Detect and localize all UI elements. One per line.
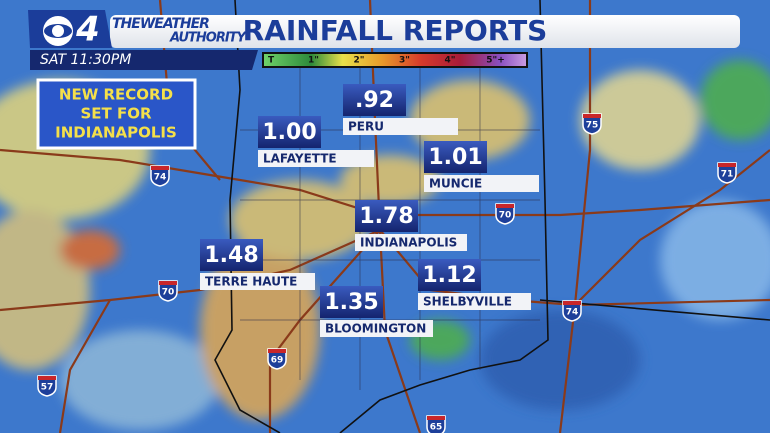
shield-top <box>427 416 445 420</box>
city: PERU <box>348 120 384 134</box>
report: 1.48 TERRE HAUTE <box>200 239 315 290</box>
amount: 1.78 <box>359 204 413 229</box>
city: MUNCIE <box>429 177 482 191</box>
city-plate <box>258 150 374 167</box>
scale-label: 5"+ <box>486 56 505 66</box>
amount-box <box>343 84 406 116</box>
amount: 1.48 <box>204 243 258 268</box>
shield-number: 57 <box>41 383 54 393</box>
callout-line: INDIANAPOLIS <box>55 124 177 142</box>
shield-shape <box>562 300 582 322</box>
city-plate <box>418 293 531 310</box>
scale-label: 4" <box>445 56 456 66</box>
shield-top <box>151 166 169 170</box>
amount-box <box>418 259 481 291</box>
time-bar <box>30 50 258 70</box>
record-callout: NEW RECORD SET FOR INDIANAPOLIS <box>36 78 197 150</box>
shield: 65 <box>426 415 446 433</box>
callout-box <box>36 78 197 150</box>
title: RAINFALL REPORTS <box>243 14 548 47</box>
city: INDIANAPOLIS <box>360 236 457 250</box>
city-plate <box>320 320 433 337</box>
amount-box <box>355 200 418 232</box>
shield-number: 65 <box>430 423 443 433</box>
shield: 70 <box>495 203 515 225</box>
amount-box <box>424 141 487 173</box>
shield-shape <box>426 415 446 433</box>
shield: 74 <box>150 165 170 187</box>
amount: .92 <box>355 88 394 113</box>
report: 1.01 MUNCIE <box>424 141 539 192</box>
amount-box <box>258 116 321 148</box>
shield-number: 69 <box>271 356 284 366</box>
header-bar <box>110 15 740 48</box>
shield-number: 71 <box>721 170 734 180</box>
scale-label: T <box>268 56 275 66</box>
shield: 75 <box>582 113 602 135</box>
shield-number: 74 <box>154 173 167 183</box>
shield: 71 <box>717 162 737 184</box>
city-plate <box>200 273 315 290</box>
amount: 1.01 <box>428 145 482 170</box>
city-plate <box>424 175 539 192</box>
header: 4 THEWEATHER AUTHORITY RAINFALL REPORTS … <box>28 10 740 70</box>
amount-box <box>320 286 383 318</box>
city: BLOOMINGTON <box>325 322 426 336</box>
shield-top <box>496 204 514 208</box>
city: SHELBYVILLE <box>423 295 512 309</box>
shield-shape <box>717 162 737 184</box>
city-plate <box>343 118 458 135</box>
shield-shape <box>150 165 170 187</box>
report: .92 PERU <box>343 84 458 135</box>
shield: 70 <box>158 280 178 302</box>
interstate-shields: 74 70 57 69 65 70 75 71 74 <box>37 113 737 433</box>
amount: 1.00 <box>262 120 316 145</box>
shield-shape <box>158 280 178 302</box>
shield-shape <box>267 348 287 370</box>
scale-labels: T 1" 2" 3" 4" 5"+ <box>268 56 505 66</box>
scale-bar <box>264 54 526 66</box>
shield-number: 70 <box>499 211 512 221</box>
amount: 1.35 <box>324 290 378 315</box>
time: SAT 11:30PM <box>40 52 131 68</box>
city-plate <box>355 234 467 251</box>
cbs-eye <box>43 16 73 46</box>
shield: 57 <box>37 375 57 397</box>
amount: 1.12 <box>422 263 476 288</box>
shield-shape <box>495 203 515 225</box>
city: LAFAYETTE <box>263 152 337 166</box>
shield: 74 <box>562 300 582 322</box>
city: TERRE HAUTE <box>205 275 297 289</box>
shield-number: 74 <box>566 308 579 318</box>
shield-top <box>38 376 56 380</box>
shield-shape <box>582 113 602 135</box>
report: 1.35 BLOOMINGTON <box>320 286 433 337</box>
report: 1.78 INDIANAPOLIS <box>355 200 467 251</box>
shield-top <box>159 281 177 285</box>
callout-line: NEW RECORD <box>59 86 173 104</box>
shield-top <box>718 163 736 167</box>
rain-reports: .92 PERU 1.00 LAFAYETTE 1.01 MUNCIE 1.78 INDIAN… <box>200 84 539 337</box>
amount-box <box>200 239 263 271</box>
report: 1.00 LAFAYETTE <box>258 116 374 167</box>
callout-line: SET FOR <box>80 105 152 123</box>
brand: AUTHORITY <box>169 31 248 46</box>
shield-shape <box>37 375 57 397</box>
logo-number: 4 <box>75 10 100 50</box>
scale-label: 3" <box>399 56 410 66</box>
brand: THEWEATHER <box>112 16 209 32</box>
shield: 69 <box>267 348 287 370</box>
report: 1.12 SHELBYVILLE <box>418 259 531 310</box>
shield-top <box>268 349 286 353</box>
scale-label: 1" <box>308 56 319 66</box>
shield-top <box>563 301 581 305</box>
shield-number: 75 <box>586 121 599 131</box>
shield-top <box>583 114 601 118</box>
shield-number: 70 <box>162 288 175 298</box>
scale-label: 2" <box>354 56 365 66</box>
